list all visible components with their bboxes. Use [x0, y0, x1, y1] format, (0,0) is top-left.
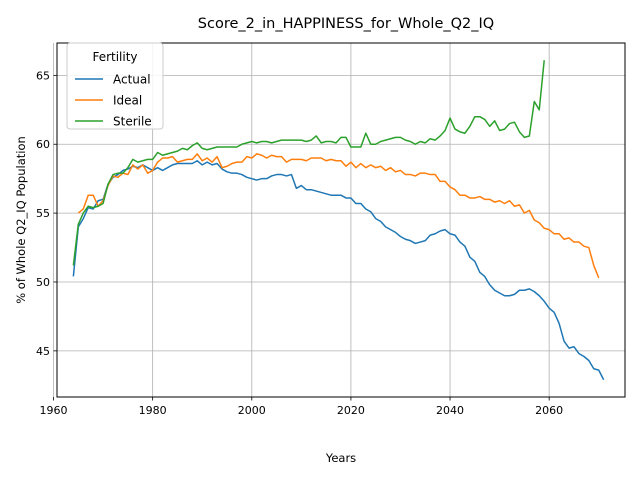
legend-items: Actual Ideal Sterile	[75, 73, 152, 129]
legend-box	[66, 42, 164, 130]
grid	[53, 43, 625, 397]
x-tick-label: 2060	[535, 404, 563, 417]
x-tick-label: 1980	[139, 404, 167, 417]
plot-area	[72, 60, 605, 381]
x-tick-label: 2020	[337, 404, 365, 417]
y-tick-label: 60	[36, 138, 50, 151]
legend-label-sterile: Sterile	[113, 115, 152, 129]
y-tick-label: 45	[36, 345, 50, 358]
chart-title: Score_2_in_HAPPINESS_for_Whole_Q2_IQ	[198, 16, 494, 32]
x-tick-label: 2000	[238, 404, 266, 417]
legend-label-actual: Actual	[113, 73, 151, 87]
series-line-sterile	[72, 60, 545, 266]
x-axis-ticks: 1960 1980 2000 2020 2040 2060	[40, 397, 563, 417]
y-tick-label: 55	[36, 207, 50, 220]
x-tick-label: 1960	[40, 404, 68, 417]
x-axis-label: Years	[325, 451, 356, 465]
x-tick-label: 2040	[436, 404, 464, 417]
legend-title: Fertility	[92, 50, 137, 64]
y-tick-label: 50	[36, 276, 50, 289]
series-line-ideal	[77, 153, 600, 279]
plot-frame	[56, 42, 626, 398]
y-tick-label: 65	[36, 69, 50, 82]
y-axis-label: % of Whole Q2_IQ Population	[14, 136, 28, 304]
y-axis-ticks: 45 50 55 60 65	[36, 69, 57, 358]
legend: Fertility Actual Ideal Sterile	[66, 42, 164, 130]
series-line-actual	[72, 160, 605, 381]
legend-label-ideal: Ideal	[113, 94, 142, 108]
